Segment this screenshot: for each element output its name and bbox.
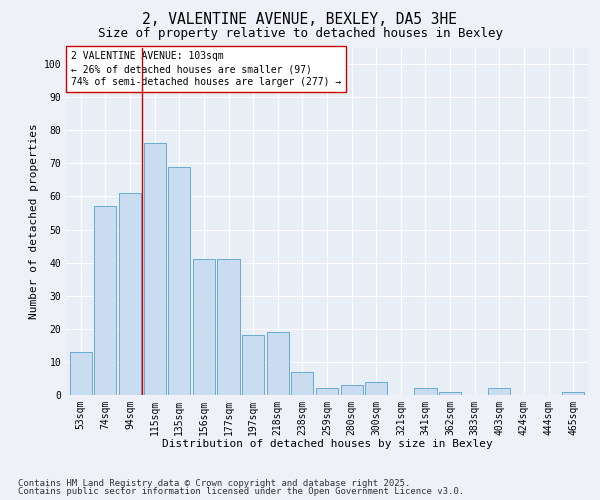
Bar xyxy=(217,260,239,395)
Bar xyxy=(439,392,461,395)
Bar xyxy=(488,388,511,395)
Text: Size of property relative to detached houses in Bexley: Size of property relative to detached ho… xyxy=(97,28,503,40)
Bar xyxy=(415,388,437,395)
Bar xyxy=(365,382,388,395)
Bar xyxy=(562,392,584,395)
Bar xyxy=(143,144,166,395)
Bar xyxy=(242,336,264,395)
Y-axis label: Number of detached properties: Number of detached properties xyxy=(29,124,40,319)
Bar xyxy=(94,206,116,395)
Bar xyxy=(266,332,289,395)
Bar xyxy=(70,352,92,395)
Bar xyxy=(168,166,190,395)
Bar xyxy=(119,193,141,395)
Text: 2 VALENTINE AVENUE: 103sqm
← 26% of detached houses are smaller (97)
74% of semi: 2 VALENTINE AVENUE: 103sqm ← 26% of deta… xyxy=(71,51,341,88)
Bar xyxy=(341,385,363,395)
Bar xyxy=(291,372,313,395)
Text: 2, VALENTINE AVENUE, BEXLEY, DA5 3HE: 2, VALENTINE AVENUE, BEXLEY, DA5 3HE xyxy=(143,12,458,28)
Bar xyxy=(316,388,338,395)
Text: Contains public sector information licensed under the Open Government Licence v3: Contains public sector information licen… xyxy=(18,487,464,496)
Bar xyxy=(193,260,215,395)
X-axis label: Distribution of detached houses by size in Bexley: Distribution of detached houses by size … xyxy=(161,440,493,450)
Text: Contains HM Land Registry data © Crown copyright and database right 2025.: Contains HM Land Registry data © Crown c… xyxy=(18,478,410,488)
